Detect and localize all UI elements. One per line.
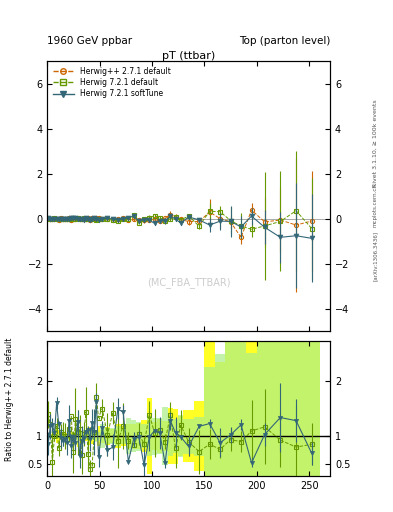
Text: Ratio to Herwig++ 2.7.1 default: Ratio to Herwig++ 2.7.1 default — [6, 338, 14, 461]
Text: 1960 GeV ppbar: 1960 GeV ppbar — [47, 36, 132, 46]
Title: pT (ttbar): pT (ttbar) — [162, 51, 215, 60]
Text: Top (parton level): Top (parton level) — [239, 36, 330, 46]
Legend: Herwig++ 2.7.1 default, Herwig 7.2.1 default, Herwig 7.2.1 softTune: Herwig++ 2.7.1 default, Herwig 7.2.1 def… — [51, 65, 173, 100]
Text: mcplots.cern.ch: mcplots.cern.ch — [373, 183, 378, 227]
Text: (MC_FBA_TTBAR): (MC_FBA_TTBAR) — [147, 277, 230, 288]
Text: Rivet 3.1.10, ≥ 100k events: Rivet 3.1.10, ≥ 100k events — [373, 99, 378, 187]
Text: [arXiv:1306.3436]: [arXiv:1306.3436] — [373, 231, 378, 281]
